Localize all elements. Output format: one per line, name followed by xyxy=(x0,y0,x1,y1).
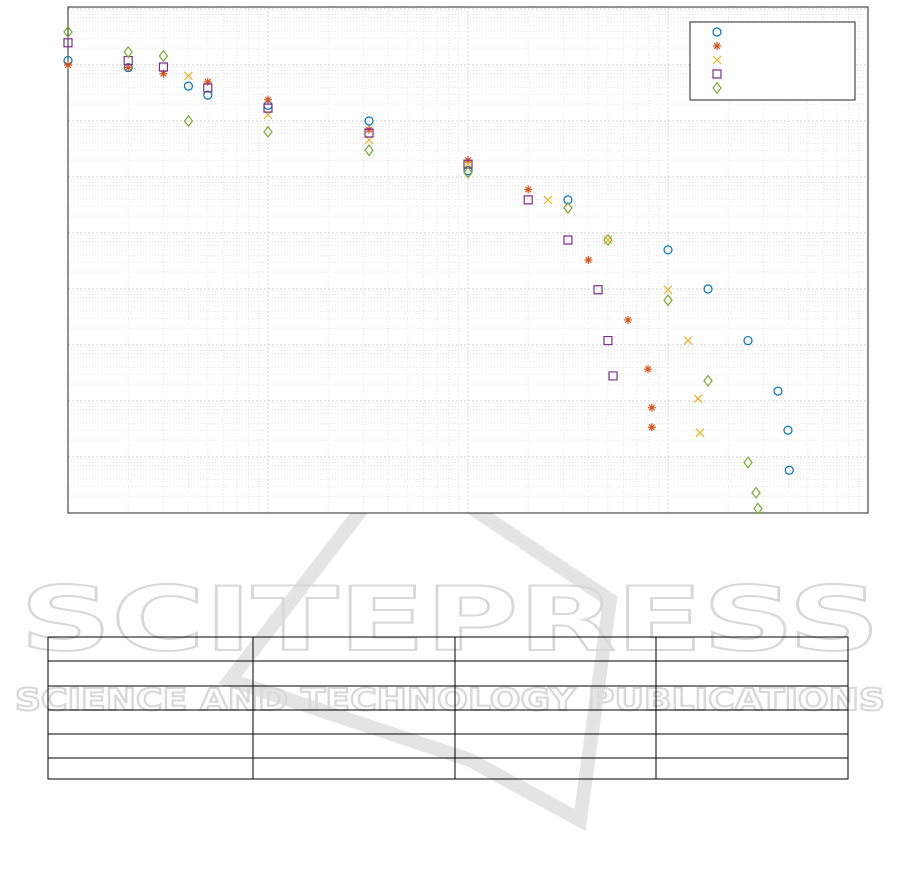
data-point xyxy=(183,114,194,128)
data-point xyxy=(264,95,272,104)
legend-marker xyxy=(712,55,722,65)
legend-marker xyxy=(713,42,721,50)
data-point xyxy=(364,144,374,157)
data-point xyxy=(183,81,194,91)
data-point xyxy=(663,285,673,295)
watermark-subtitle: SCIENCE AND TECHNOLOGY PUBLICATIONS xyxy=(15,683,885,718)
table xyxy=(47,636,849,780)
data-point xyxy=(124,63,133,72)
data-point xyxy=(703,374,713,387)
data-point xyxy=(123,45,133,59)
data-point xyxy=(463,166,473,179)
data-point xyxy=(463,159,473,169)
axes-box xyxy=(67,6,869,514)
watermark-title: SCITEPRESS xyxy=(20,568,880,671)
data-point xyxy=(683,336,693,345)
data-point xyxy=(784,465,794,475)
data-point xyxy=(524,185,533,194)
data-point xyxy=(183,71,193,81)
data-point xyxy=(695,428,705,438)
legend xyxy=(689,21,856,101)
data-point xyxy=(158,62,169,72)
data-point xyxy=(159,69,168,78)
data-point xyxy=(158,49,169,63)
legend-marker xyxy=(712,69,722,79)
legend-box xyxy=(689,21,856,101)
data-point xyxy=(751,486,761,499)
data-point xyxy=(563,201,573,215)
data-point xyxy=(743,335,753,346)
data-point xyxy=(203,77,212,86)
data-point xyxy=(365,125,374,134)
table-border xyxy=(47,636,849,780)
data-point xyxy=(263,125,273,139)
data-point xyxy=(123,55,133,66)
data-point xyxy=(364,128,374,138)
data-point xyxy=(563,235,573,245)
plot xyxy=(63,6,869,515)
data-point xyxy=(783,425,793,435)
data-point xyxy=(663,245,673,255)
data-point xyxy=(743,456,753,469)
data-point xyxy=(63,55,73,66)
data-point xyxy=(593,285,603,295)
data-point xyxy=(647,403,656,412)
data-point xyxy=(543,195,553,205)
data-point xyxy=(608,371,618,381)
data-point xyxy=(63,25,73,39)
data-point xyxy=(263,103,273,113)
watermark: SCITEPRESS SCIENCE AND TECHNOLOGY PUBLIC… xyxy=(14,450,886,832)
data-point xyxy=(693,394,703,404)
data-point xyxy=(63,38,73,48)
data-point xyxy=(64,61,72,69)
data-point xyxy=(603,335,613,346)
data-point xyxy=(643,365,652,374)
data-point xyxy=(563,195,573,205)
data-point xyxy=(647,423,656,432)
data-point xyxy=(773,386,783,396)
data-point xyxy=(624,315,633,324)
data-point xyxy=(663,294,673,307)
data-point xyxy=(753,502,763,515)
data-point xyxy=(203,83,213,93)
data-point xyxy=(463,159,473,169)
data-point xyxy=(703,284,713,294)
legend-marker xyxy=(712,27,722,37)
data-point xyxy=(584,255,593,264)
data-point xyxy=(364,116,374,126)
data-point xyxy=(523,195,533,205)
legend-marker xyxy=(712,81,722,95)
data-point xyxy=(603,233,613,247)
